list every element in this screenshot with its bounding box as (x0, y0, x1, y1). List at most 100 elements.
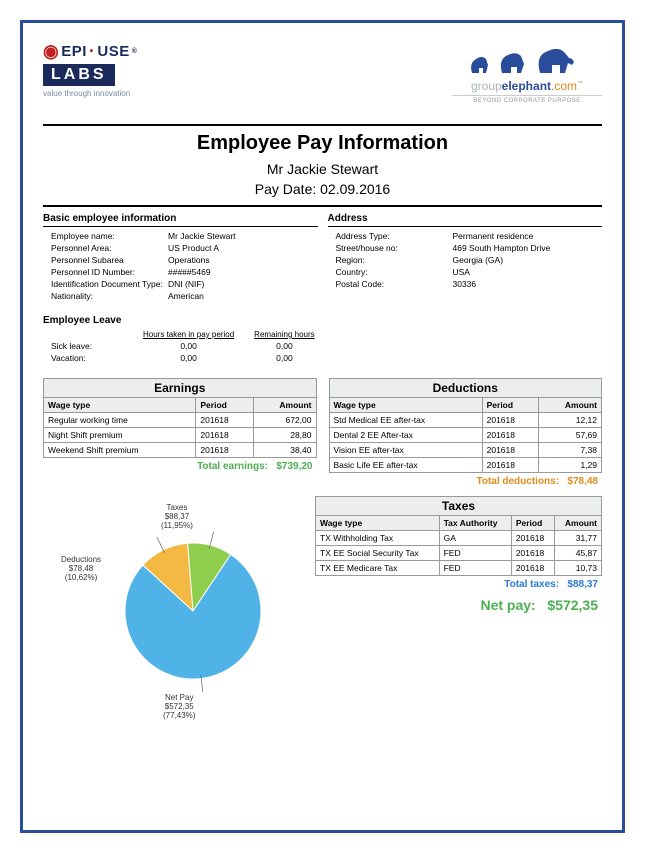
earn-ded-row: Earnings Wage typePeriodAmount Regular w… (43, 378, 602, 490)
paydate-line: Pay Date: 02.09.2016 (43, 181, 602, 197)
divider-top (43, 124, 602, 126)
deductions-caption: Deductions (329, 378, 603, 397)
info-value: #####5469 (168, 267, 318, 277)
info-value: 30336 (453, 279, 603, 289)
leave-heading: Employee Leave (43, 315, 602, 326)
leave-col-taken: Hours taken in pay period (133, 329, 244, 340)
info-value: Permanent residence (453, 231, 603, 241)
info-section: Basic employee information Employee name… (43, 213, 602, 303)
address-col: Address Address Type:Permanent residence… (328, 213, 603, 303)
epi-text-a: EPI (61, 43, 87, 60)
earnings-caption: Earnings (43, 378, 317, 397)
page-title: Employee Pay Information (43, 132, 602, 155)
col-header: Tax Authority (439, 516, 511, 531)
paydate-label: Pay Date: (255, 181, 316, 197)
table-row: Vision EE after-tax2016187,38 (329, 443, 602, 458)
divider-bottom (43, 205, 602, 207)
info-row: Identification Document Type:DNI (NIF) (43, 279, 318, 289)
info-label: Street/house no: (328, 243, 453, 253)
pie-label-net-pay: Net Pay$572,35(77,43%) (163, 694, 195, 720)
table-row: TX Withholding TaxGA20161831,77 (316, 531, 602, 546)
leave-row: Vacation:0,000,00 (43, 352, 325, 364)
elephant-medium-icon (501, 53, 524, 73)
info-label: Region: (328, 255, 453, 265)
info-row: Nationality:American (43, 291, 318, 301)
table-row: Dental 2 EE After-tax20161857,69 (329, 428, 602, 443)
info-label: Personnel Area: (43, 243, 168, 253)
info-value: US Product A (168, 243, 318, 253)
info-row: Personnel ID Number:#####5469 (43, 267, 318, 277)
info-value: USA (453, 267, 603, 277)
deductions-table: Deductions Wage typePeriodAmount Std Med… (329, 378, 603, 473)
address-heading: Address (328, 213, 603, 227)
info-row: Region:Georgia (GA) (328, 255, 603, 265)
info-row: Personnel Area:US Product A (43, 243, 318, 253)
col-header: Amount (554, 516, 601, 531)
info-value: 469 South Hampton Drive (453, 243, 603, 253)
info-value: Operations (168, 255, 318, 265)
col-header: Wage type (316, 516, 440, 531)
info-value: DNI (NIF) (168, 279, 318, 289)
info-label: Identification Document Type: (43, 279, 168, 289)
earnings-total: Total earnings: $739,20 (43, 458, 317, 475)
leave-section: Employee Leave Hours taken in pay period… (43, 315, 602, 364)
col-header: Amount (539, 398, 602, 413)
info-row: Address Type:Permanent residence (328, 231, 603, 241)
info-value: Mr Jackie Stewart (168, 231, 318, 241)
taxes-total: Total taxes: $88,37 (315, 576, 602, 593)
logo-row: ◉EPI·USE® LABS value through innovation … (43, 41, 602, 104)
elephant-large-icon (539, 49, 574, 73)
epi-text-b: USE (97, 43, 129, 60)
table-row: TX EE Medicare TaxFED20161810,73 (316, 561, 602, 576)
basic-heading: Basic employee information (43, 213, 318, 227)
ge-brand: groupelephant.com™ (452, 79, 602, 93)
elephant-icons (452, 41, 602, 77)
basic-info-col: Basic employee information Employee name… (43, 213, 318, 303)
deductions-total: Total deductions: $78,48 (329, 473, 603, 490)
col-header: Period (196, 398, 253, 413)
leave-row: Sick leave:0,000,00 (43, 340, 325, 352)
info-label: Personnel Subarea (43, 255, 168, 265)
page-frame: ◉EPI·USE® LABS value through innovation … (20, 20, 625, 833)
ge-tagline: BEYOND CORPORATE PURPOSE (452, 95, 602, 104)
info-row: Personnel SubareaOperations (43, 255, 318, 265)
leave-col-remain: Remaining hours (244, 329, 324, 340)
net-pay: Net pay: $572,35 (315, 593, 602, 617)
table-row: Regular working time201618672,00 (44, 413, 317, 428)
info-label: Postal Code: (328, 279, 453, 289)
info-row: Country:USA (328, 267, 603, 277)
col-header: Period (482, 398, 539, 413)
col-header: Amount (253, 398, 316, 413)
info-row: Employee name:Mr Jackie Stewart (43, 231, 318, 241)
taxes-table: Taxes Wage typeTax AuthorityPeriodAmount… (315, 496, 602, 576)
taxes-caption: Taxes (315, 496, 602, 515)
info-value: American (168, 291, 318, 301)
table-row: Weekend Shift premium20161838,40 (44, 443, 317, 458)
col-header: Wage type (329, 398, 482, 413)
table-row: TX EE Social Security TaxFED20161845,87 (316, 546, 602, 561)
taxes-wrap: Taxes Wage typeTax AuthorityPeriodAmount… (315, 496, 602, 716)
table-row: Std Medical EE after-tax20161812,12 (329, 413, 602, 428)
info-label: Address Type: (328, 231, 453, 241)
leave-table: Hours taken in pay periodRemaining hours… (43, 329, 325, 364)
deductions-wrap: Deductions Wage typePeriodAmount Std Med… (329, 378, 603, 490)
info-label: Nationality: (43, 291, 168, 301)
info-label: Personnel ID Number: (43, 267, 168, 277)
logo-epi-use-labs: ◉EPI·USE® LABS value through innovation (43, 41, 173, 98)
info-value: Georgia (GA) (453, 255, 603, 265)
pie-chart: Net Pay$572,35(77,43%)Deductions$78,48(1… (43, 496, 303, 716)
earnings-table: Earnings Wage typePeriodAmount Regular w… (43, 378, 317, 458)
epi-tagline: value through innovation (43, 89, 173, 98)
paydate-value: 02.09.2016 (320, 181, 390, 197)
earnings-wrap: Earnings Wage typePeriodAmount Regular w… (43, 378, 317, 490)
employee-name-heading: Mr Jackie Stewart (43, 161, 602, 177)
info-row: Postal Code:30336 (328, 279, 603, 289)
lower-row: Net Pay$572,35(77,43%)Deductions$78,48(1… (43, 496, 602, 716)
info-label: Employee name: (43, 231, 168, 241)
table-row: Basic Life EE after-tax2016181,29 (329, 458, 602, 473)
pie-label-taxes: Taxes$88,37(11,95%) (161, 504, 193, 530)
table-row: Night Shift premium20161828,80 (44, 428, 317, 443)
col-header: Period (511, 516, 554, 531)
pie-label-deductions: Deductions$78,48(10,62%) (61, 556, 101, 582)
logo-groupelephant: groupelephant.com™ BEYOND CORPORATE PURP… (452, 41, 602, 104)
